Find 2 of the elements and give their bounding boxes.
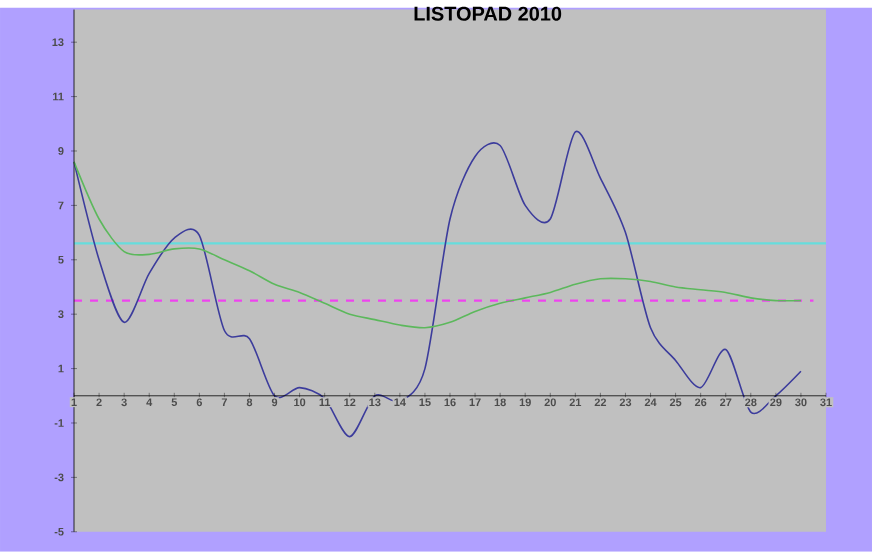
chart-title: LISTOPAD 2010 [414, 6, 562, 21]
line-series [73, 161, 802, 329]
